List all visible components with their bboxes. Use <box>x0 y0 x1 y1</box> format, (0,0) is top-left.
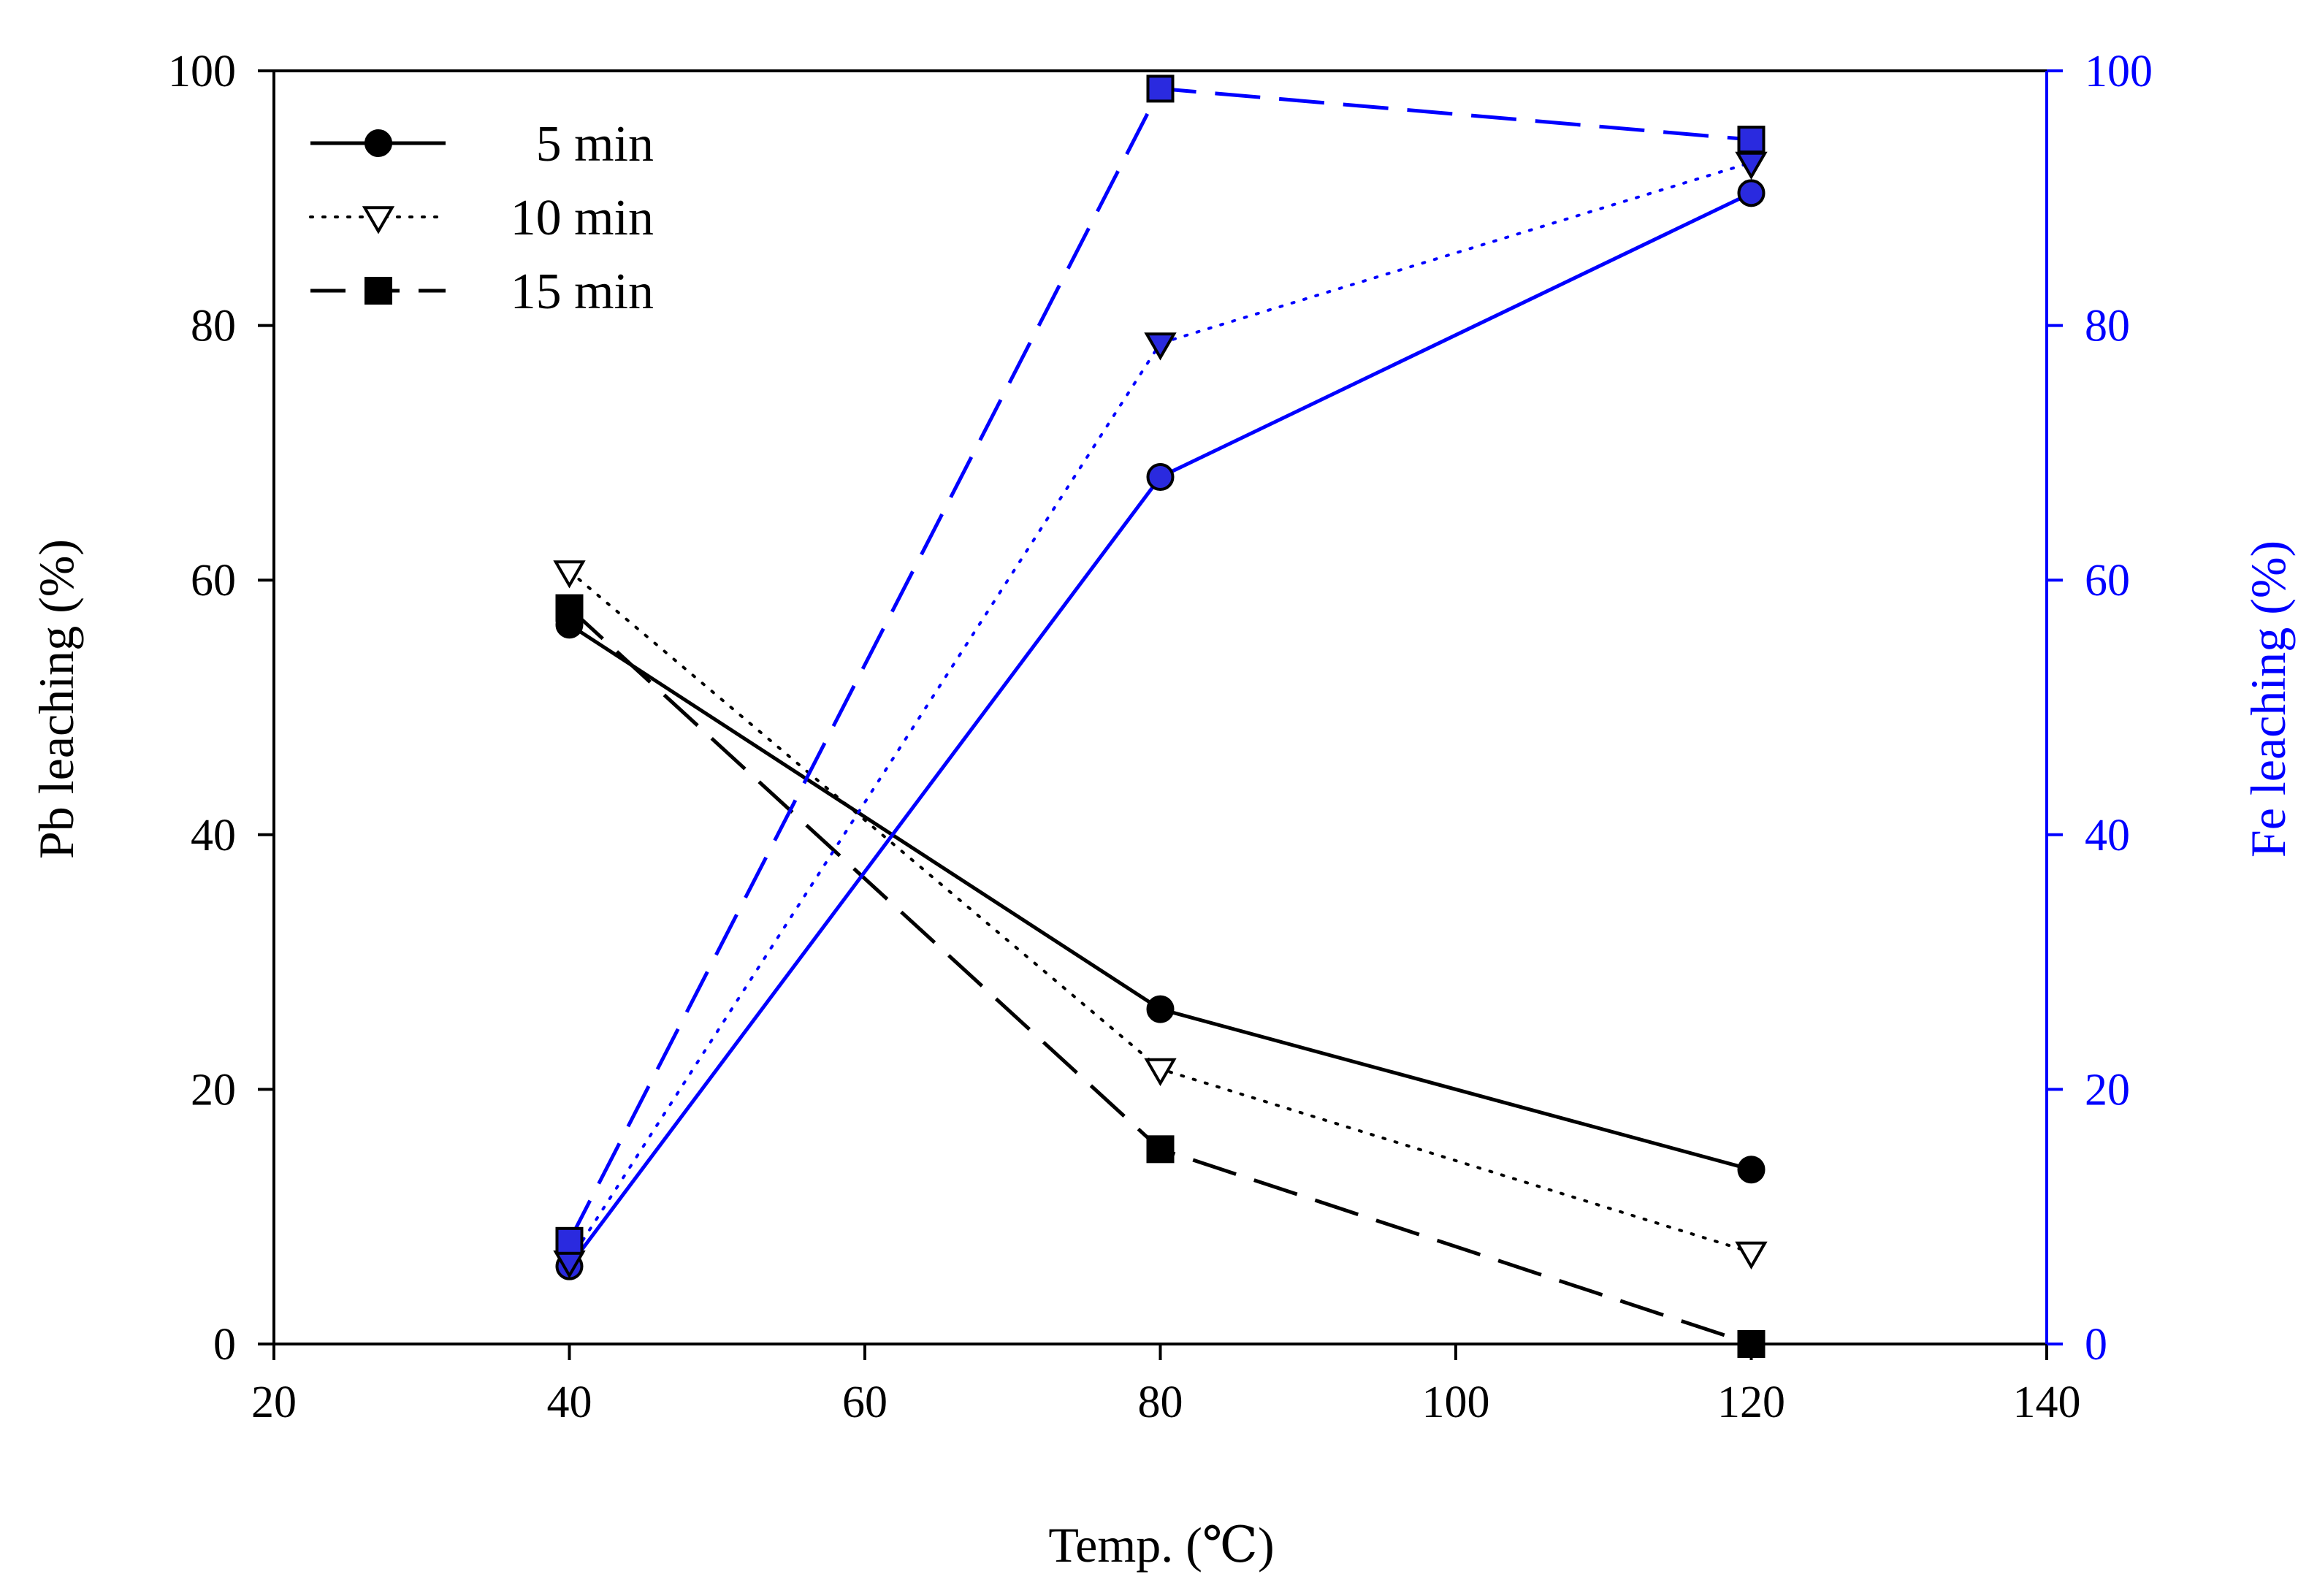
x-tick-label: 100 <box>1422 1378 1490 1427</box>
data-point-fe-5min-1 <box>1146 463 1175 492</box>
y-tick-label-right: 100 <box>2085 47 2153 96</box>
y-axis-title-left: Pb leaching (%) <box>28 539 84 859</box>
x-tick-label: 60 <box>842 1378 888 1427</box>
series-layer <box>553 75 1768 1358</box>
x-tick-label: 80 <box>1138 1378 1183 1427</box>
data-point-fe-15min-2 <box>1737 126 1766 154</box>
legend-marker-15min <box>364 277 392 305</box>
legend-marker-5min <box>364 129 392 157</box>
y-tick-label-right: 80 <box>2085 302 2130 351</box>
y-tick-label-right: 60 <box>2085 556 2130 606</box>
y-tick-label-right: 0 <box>2085 1320 2107 1370</box>
data-point-pb-5min-2 <box>1737 1156 1766 1184</box>
data-point-pb-10min-1 <box>1144 1058 1177 1087</box>
x-tick-label: 120 <box>1717 1378 1785 1427</box>
y-tick-label-left: 60 <box>191 556 236 606</box>
data-point-fe-5min-2 <box>1737 179 1766 207</box>
x-axis-title: Temp. (℃) <box>1048 1517 1274 1573</box>
data-point-fe-15min-1 <box>1146 75 1175 103</box>
legend-label-10min: 10 min <box>511 190 654 246</box>
x-tick-label: 140 <box>2013 1378 2081 1427</box>
y-tick-label-left: 0 <box>213 1320 236 1370</box>
axes-layer: 20 40 60 80 100 120 14002040608010002040608010… <box>168 47 2153 1427</box>
y-tick-label-left: 80 <box>191 302 236 351</box>
x-tick-label: 20 <box>251 1378 297 1427</box>
x-tick-label: 40 <box>547 1378 592 1427</box>
y-tick-label-right: 40 <box>2085 811 2130 860</box>
data-point-fe-15min-0 <box>555 1226 584 1255</box>
data-point-pb-15min-0 <box>555 594 584 622</box>
series-line-pb-15min <box>568 606 1752 1346</box>
y-axis-title-right: Fe leaching (%) <box>2240 541 2296 858</box>
series-line-fe-10min <box>568 161 1753 1263</box>
data-point-pb-10min-0 <box>553 560 586 589</box>
legend-label-15min: 15 min <box>511 264 654 320</box>
y-tick-label-right: 20 <box>2085 1065 2130 1115</box>
legend-marker-10min <box>362 206 395 234</box>
data-point-pb-5min-1 <box>1146 995 1175 1023</box>
y-tick-label-left: 100 <box>168 47 236 96</box>
legend: 5 min 10 min 15 min <box>309 116 654 320</box>
data-point-fe-10min-1 <box>1144 332 1177 361</box>
data-point-pb-15min-1 <box>1146 1135 1175 1164</box>
y-tick-label-left: 40 <box>191 811 236 860</box>
data-point-pb-10min-2 <box>1735 1241 1768 1270</box>
y-tick-label-left: 20 <box>191 1065 236 1115</box>
legend-label-5min: 5 min <box>536 116 654 172</box>
